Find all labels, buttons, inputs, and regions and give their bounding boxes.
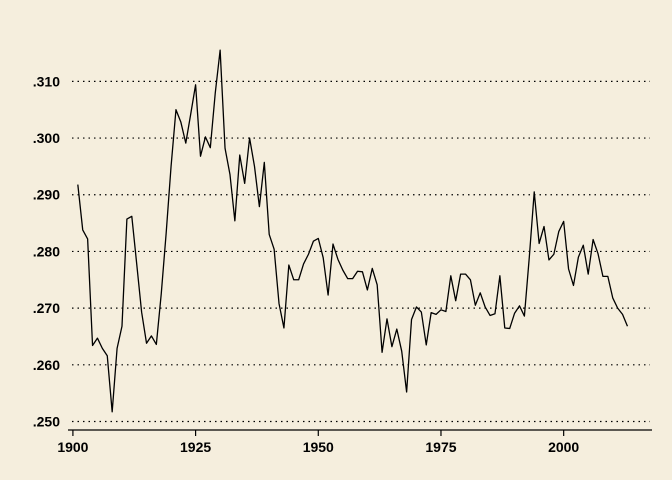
x-tick-label: 1975 (425, 439, 456, 455)
y-tick-label: .280 (33, 243, 60, 259)
y-tick-label: .260 (33, 357, 60, 373)
y-tick-label: .270 (33, 300, 60, 316)
y-axis-tick-labels: .250 .260 .270 .280 .290 .300 .310 (33, 73, 60, 429)
y-tick-label: .250 (33, 413, 60, 429)
y-tick-label: .300 (33, 130, 60, 146)
x-tick-label: 2000 (548, 439, 579, 455)
x-axis (68, 429, 652, 436)
x-tick-label: 1900 (57, 439, 88, 455)
y-tick-label: .290 (33, 187, 60, 203)
x-tick-label: 1950 (303, 439, 334, 455)
series-line (77, 49, 629, 413)
y-tick-label: .310 (33, 73, 60, 89)
x-tick-label: 1925 (180, 439, 211, 455)
gridlines (72, 80, 650, 423)
x-axis-tick-labels: 1900 1925 1950 1975 2000 (57, 439, 579, 455)
